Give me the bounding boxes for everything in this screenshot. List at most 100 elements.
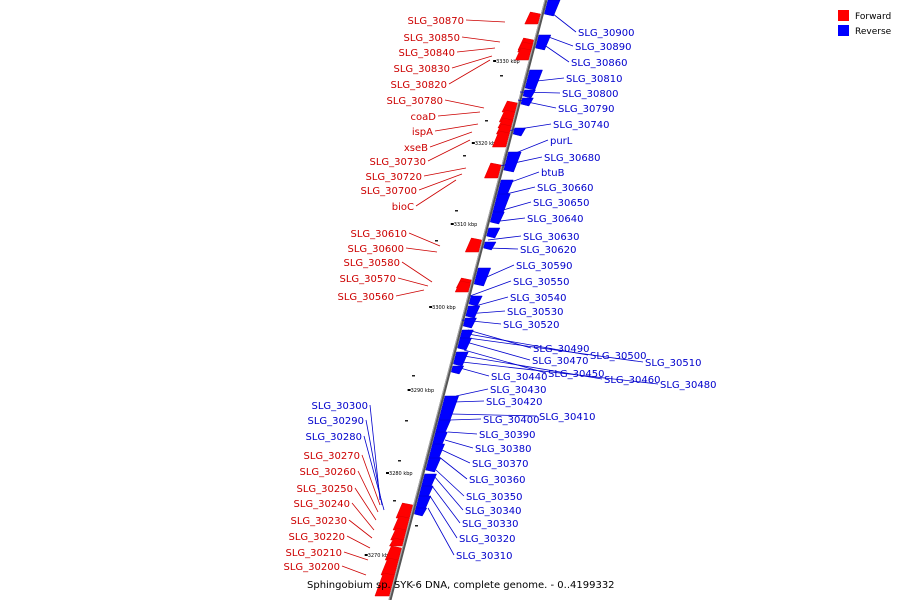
reverse-gene-label: SLG_30800 xyxy=(562,89,618,100)
forward-gene-label: SLG_30840 xyxy=(399,48,455,59)
forward-leader-line xyxy=(461,36,501,43)
forward-gene-label: SLG_30830 xyxy=(394,64,450,75)
forward-leader-line xyxy=(357,470,379,513)
forward-gene-block xyxy=(454,280,471,293)
forward-leader-line xyxy=(415,179,457,207)
forward-gene-label: SLG_30240 xyxy=(294,499,350,510)
forward-leader-line xyxy=(423,167,467,177)
legend-forward-label: Forward xyxy=(855,12,891,22)
tick-mark xyxy=(407,389,411,391)
tick-label: 3280 kbp xyxy=(389,471,413,477)
reverse-gene-block xyxy=(486,227,501,239)
spacer-mark xyxy=(435,240,438,242)
reverse-gene-block xyxy=(520,97,534,107)
reverse-gene-block xyxy=(462,317,477,329)
reverse-gene-label: SLG_30380 xyxy=(475,444,531,455)
forward-gene-label: SLG_30780 xyxy=(387,96,443,107)
reverse-gene-label: SLG_30330 xyxy=(462,519,518,530)
forward-gene-label: SLG_30870 xyxy=(408,16,464,27)
gene-blocks xyxy=(374,0,561,597)
reverse-leader-line xyxy=(437,455,468,480)
forward-gene-label: coaD xyxy=(411,112,437,123)
forward-leader-line xyxy=(354,487,377,521)
reverse-gene-block xyxy=(450,365,465,375)
forward-leader-line xyxy=(429,131,473,148)
reverse-gene-block xyxy=(544,0,561,17)
reverse-gene-label: SLG_30360 xyxy=(469,475,525,486)
forward-gene-label: ispA xyxy=(412,127,433,138)
reverse-gene-block xyxy=(483,241,497,251)
tick-label: 3310 kbp xyxy=(454,222,478,228)
reverse-leader-line xyxy=(427,507,455,556)
forward-leader-line xyxy=(361,454,381,506)
forward-gene-label: SLG_30560 xyxy=(338,292,394,303)
reverse-gene-block xyxy=(535,34,552,51)
reverse-gene-block xyxy=(425,457,442,473)
reverse-leader-line xyxy=(465,341,531,361)
tick-mark xyxy=(364,554,368,556)
reverse-gene-label: SLG_30590 xyxy=(516,261,572,272)
forward-gene-block xyxy=(464,237,482,253)
forward-leader-line xyxy=(448,59,491,85)
spacer-mark xyxy=(463,155,466,157)
reverse-leader-line xyxy=(487,235,522,241)
reverse-leader-line xyxy=(545,35,574,47)
forward-leader-line xyxy=(351,502,375,531)
reverse-gene-label: SLG_30900 xyxy=(578,28,634,39)
reverse-gene-label: SLG_30410 xyxy=(539,412,595,423)
forward-gene-block xyxy=(484,162,502,179)
tick-label: 3270 kbp xyxy=(368,553,392,559)
axis-line xyxy=(388,0,548,600)
reverse-gene-label: SLG_30550 xyxy=(513,277,569,288)
reverse-leader-line xyxy=(451,413,538,417)
reverse-gene-block xyxy=(414,507,428,517)
forward-leader-line xyxy=(437,111,481,117)
forward-gene-block xyxy=(389,537,404,547)
forward-gene-label: SLG_30580 xyxy=(344,258,400,269)
reverse-leader-line xyxy=(449,418,482,421)
reverse-leader-line xyxy=(441,449,471,464)
reverse-leader-line xyxy=(455,388,489,397)
reverse-gene-label: SLG_30540 xyxy=(510,293,566,304)
forward-gene-label: SLG_30610 xyxy=(351,229,407,240)
spacer-mark xyxy=(405,420,408,422)
forward-gene-label: SLG_30210 xyxy=(286,548,342,559)
reverse-gene-label: SLG_30340 xyxy=(465,506,521,517)
forward-leader-line xyxy=(465,19,506,23)
reverse-gene-block xyxy=(512,127,527,137)
reverse-leader-line xyxy=(429,495,458,539)
reverse-gene-label: SLG_30390 xyxy=(479,430,535,441)
reverse-gene-label: SLG_30500 xyxy=(590,351,646,362)
legend: Forward Reverse xyxy=(838,10,892,37)
reverse-gene-label: SLG_30460 xyxy=(604,375,660,386)
reverse-gene-label: SLG_30810 xyxy=(566,74,622,85)
forward-gene-label: SLG_30200 xyxy=(284,562,340,573)
forward-gene-block xyxy=(380,557,399,576)
reverse-gene-label: SLG_30740 xyxy=(553,120,609,131)
reverse-leader-line xyxy=(467,337,644,363)
forward-gene-label: SLG_30270 xyxy=(304,451,360,462)
reverse-leader-line xyxy=(363,435,385,511)
reverse-gene-label: SLG_30480 xyxy=(660,380,716,391)
tick-mark xyxy=(450,223,454,225)
tick-label: 3320 kbp xyxy=(475,141,499,147)
forward-leader-line xyxy=(343,551,369,561)
reverse-gene-label: SLG_30520 xyxy=(503,320,559,331)
forward-leader-line xyxy=(405,247,438,253)
reverse-gene-label: SLG_30510 xyxy=(645,358,701,369)
forward-leader-line xyxy=(451,55,493,69)
reverse-leader-line xyxy=(431,485,461,524)
forward-gene-block xyxy=(515,47,532,61)
forward-gene-label: SLG_30600 xyxy=(348,244,404,255)
forward-leader-line xyxy=(444,99,485,109)
forward-gene-label: bioC xyxy=(392,202,414,213)
reverse-gene-block xyxy=(465,305,481,319)
reverse-leader-line xyxy=(461,361,659,385)
genome-title: Sphingobium sp. SYK-6 DNA, complete geno… xyxy=(307,580,615,591)
forward-gene-block xyxy=(384,545,402,561)
reverse-gene-label: SLG_30280 xyxy=(306,432,362,443)
tick-label: 3290 kbp xyxy=(411,388,435,394)
spacer-mark xyxy=(485,120,488,122)
gene-labels: SLG_30870 SLG_30850 SLG_30840 SLG_30830 SLG_… xyxy=(284,16,717,573)
reverse-leader-line xyxy=(433,475,464,511)
